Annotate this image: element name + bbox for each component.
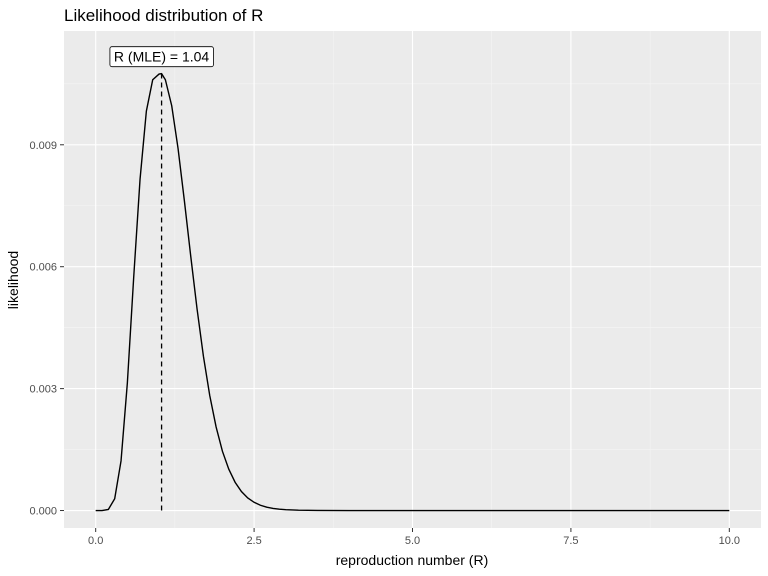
mle-annotation-label: R (MLE) = 1.04 [114,49,210,65]
x-tick-label-0: 0.0 [88,535,103,547]
y-axis-title: likelihood [5,251,21,309]
y-tick-label-1: 0.003 [29,384,57,396]
x-tick-label-4: 10.0 [719,535,740,547]
y-tick-label-0: 0.000 [29,506,57,518]
y-tick-label-3: 0.009 [29,140,57,152]
x-axis-ticks: 0.0 2.5 5.0 7.5 10.0 [88,528,740,547]
x-axis-title: reproduction number (R) [336,552,489,568]
x-tick-label-2: 5.0 [405,535,420,547]
likelihood-curve [95,72,730,512]
chart-title: Likelihood distribution of R [64,6,263,25]
y-tick-label-2: 0.006 [29,262,57,274]
x-tick-label-3: 7.5 [563,535,578,547]
x-tick-label-1: 2.5 [246,535,261,547]
y-axis-ticks: 0.000 0.003 0.006 0.009 [29,140,64,518]
mle-annotation-box [109,46,214,68]
mle-annotation: R (MLE) = 1.04 [109,46,214,68]
